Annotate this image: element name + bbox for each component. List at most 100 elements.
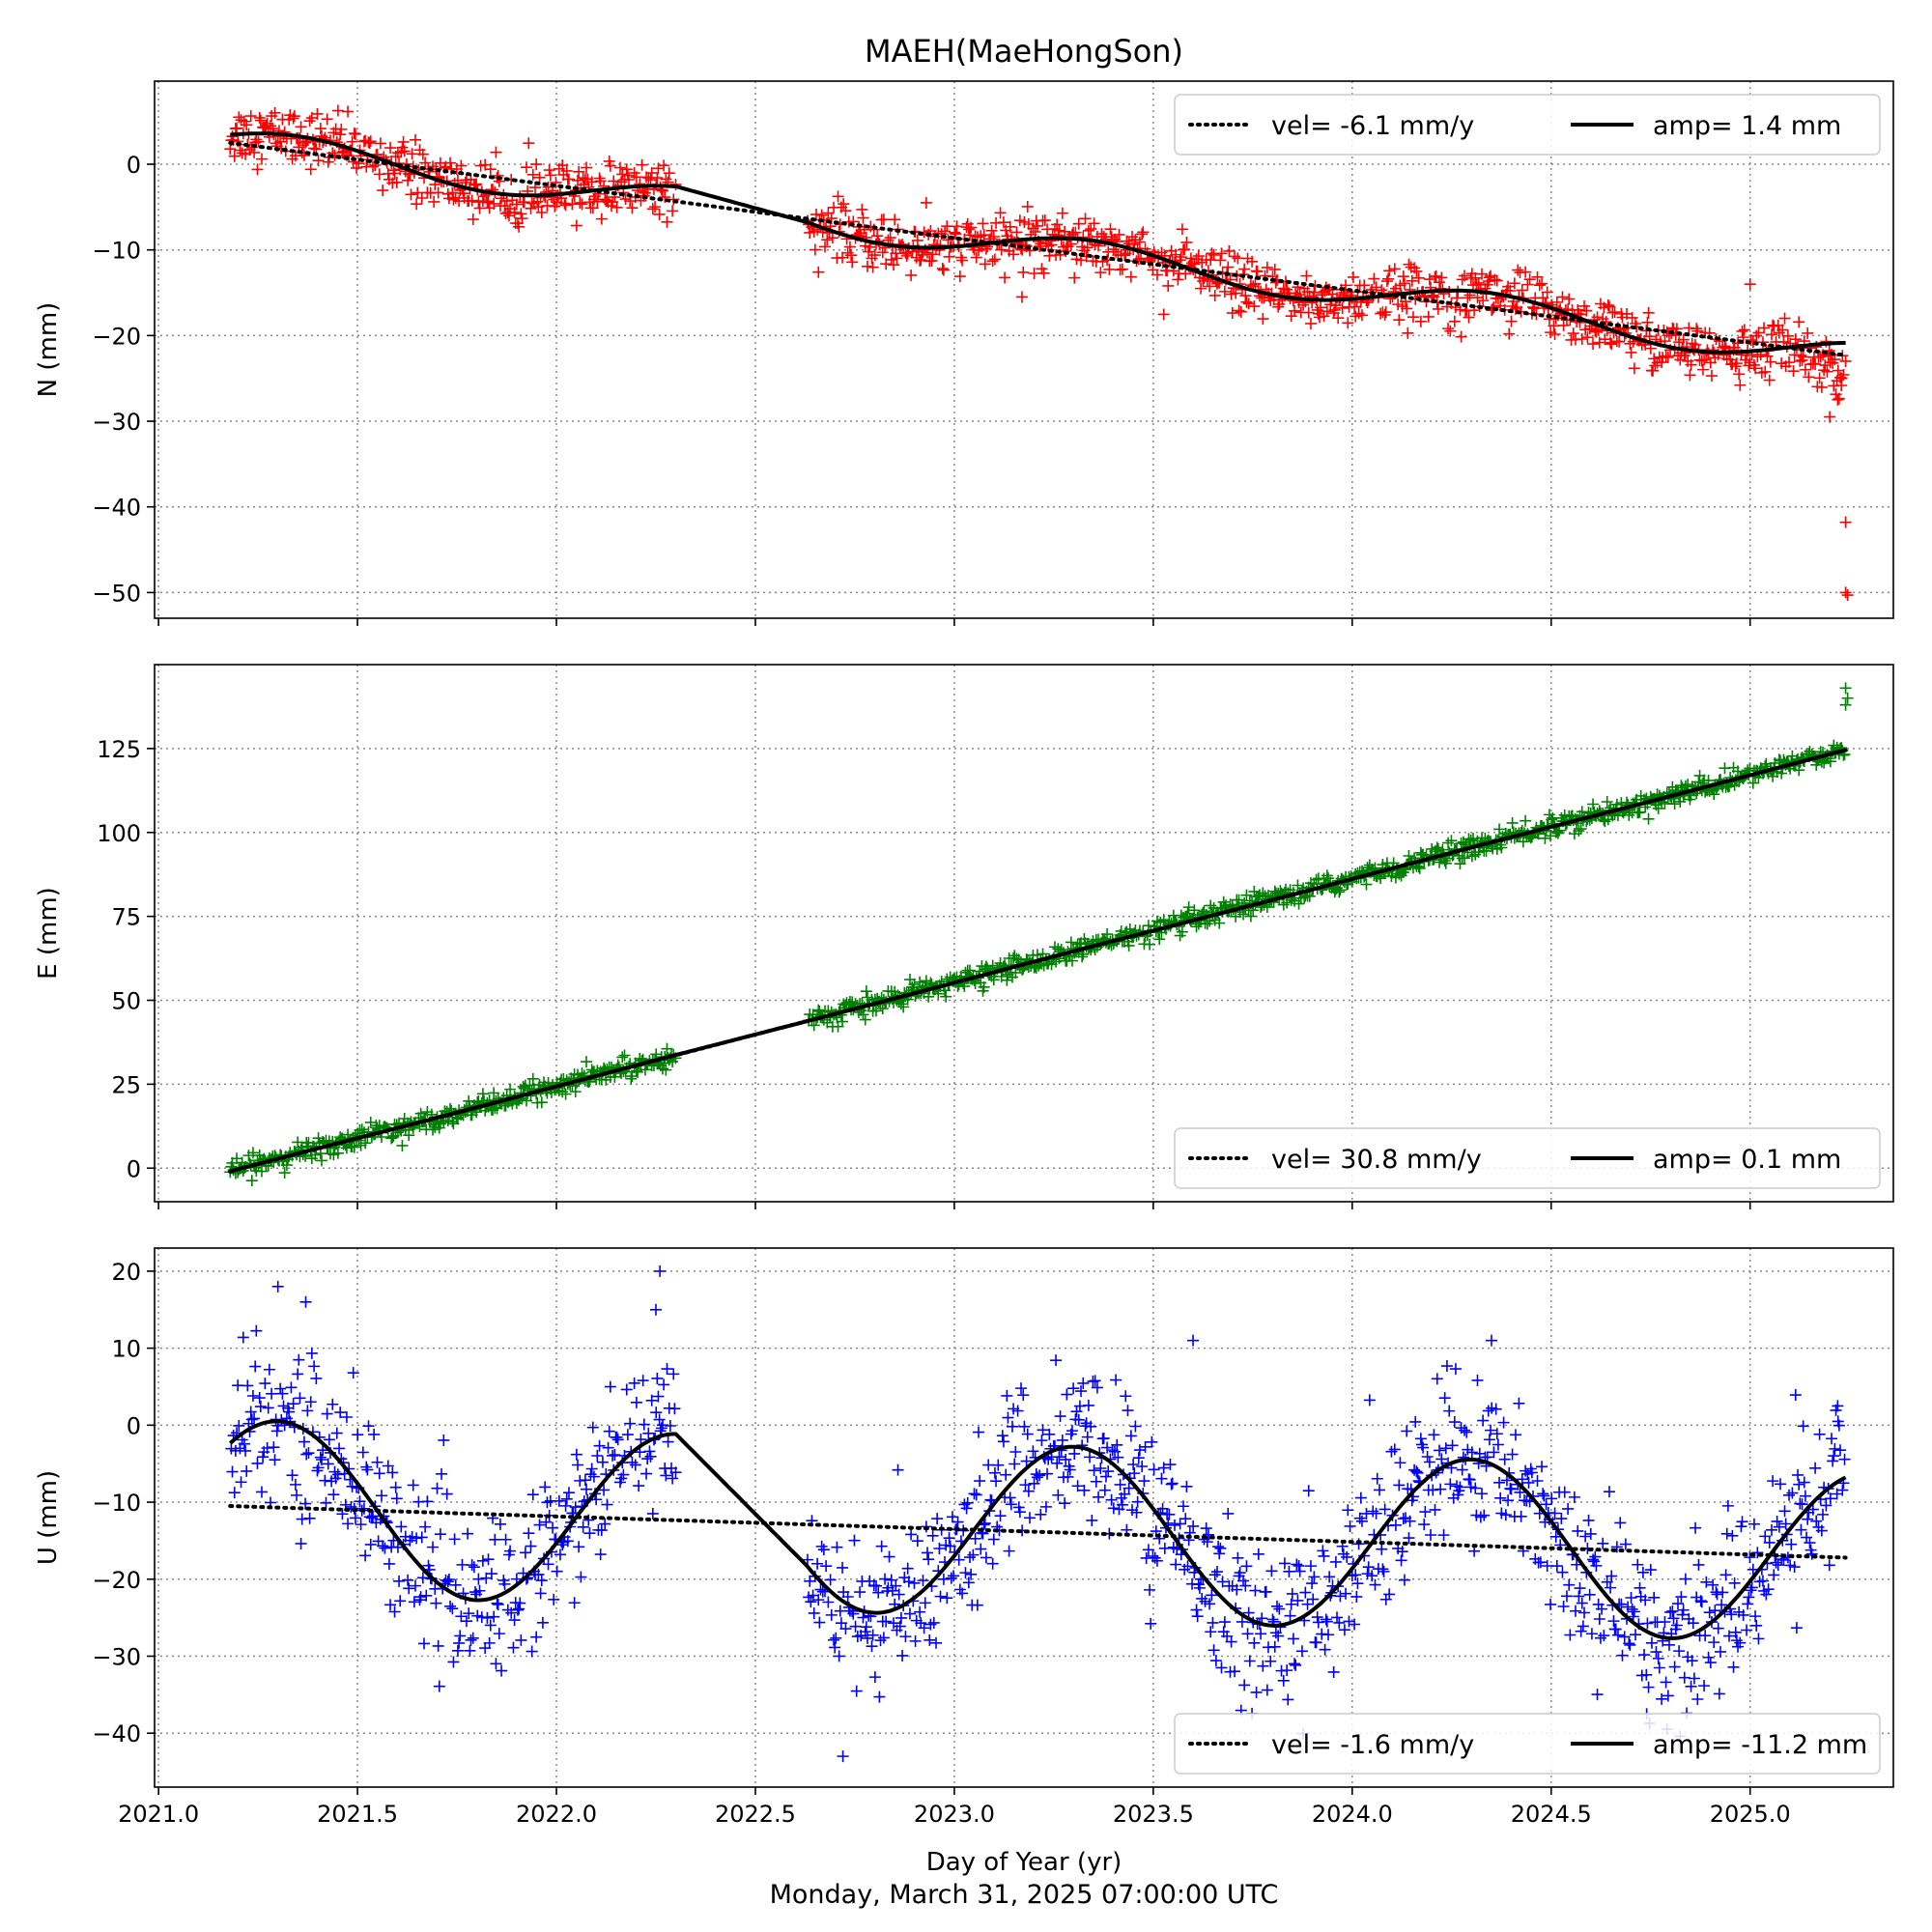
data-point	[1512, 264, 1524, 276]
data-point	[867, 261, 879, 273]
data-point	[331, 104, 344, 117]
data-point	[366, 160, 379, 173]
data-point	[659, 191, 671, 204]
data-point	[911, 234, 923, 246]
data-point	[1729, 360, 1742, 373]
legend-E: vel= 30.8 mm/y amp= 0.1 mm	[1174, 1127, 1881, 1189]
data-point	[444, 156, 457, 169]
data-point	[858, 223, 870, 236]
x-tick-label: 2023.5	[1113, 1801, 1194, 1828]
data-point	[926, 248, 939, 261]
data-point	[1268, 263, 1281, 275]
data-point	[663, 167, 675, 180]
data-point	[411, 198, 423, 211]
data-point	[363, 137, 376, 150]
data-point	[876, 1003, 889, 1014]
seasonal-model-line	[230, 131, 1846, 355]
data-point	[1695, 355, 1708, 367]
data-point	[574, 196, 586, 209]
data-point	[1204, 280, 1216, 293]
data-point	[884, 232, 896, 244]
data-point	[576, 198, 588, 211]
data-point	[1789, 333, 1802, 346]
data-point	[569, 1086, 582, 1098]
data-point	[1349, 300, 1361, 313]
timestamp: Monday, March 31, 2025 07:00:00 UTC	[770, 1880, 1279, 1910]
data-point	[264, 120, 276, 132]
panel-north: 0 −10 −20 −30 −40 −50 N (mm) vel= -6.1 mm/y amp=…	[34, 80, 1894, 626]
y-tick-label: 20	[111, 1259, 141, 1286]
data-point	[1783, 356, 1796, 369]
data-point	[1550, 296, 1563, 308]
data-point	[1483, 271, 1495, 284]
data-point	[1523, 273, 1536, 286]
data-point	[314, 123, 327, 135]
data-point	[1406, 274, 1418, 287]
data-point	[1799, 363, 1811, 376]
data-point	[950, 228, 962, 241]
data-point	[644, 174, 657, 186]
data-point	[1628, 362, 1640, 375]
data-point	[510, 198, 523, 211]
data-point	[1442, 323, 1455, 335]
data-point	[1647, 364, 1660, 377]
data-point	[543, 164, 555, 177]
data-point	[1232, 252, 1244, 265]
data-point	[997, 216, 1009, 229]
data-point	[416, 148, 429, 160]
data-point	[649, 201, 662, 213]
data-point	[467, 213, 479, 226]
data-point	[570, 219, 582, 232]
data-point	[1684, 369, 1696, 382]
data-point	[573, 165, 585, 178]
y-tick-label: −40	[92, 1720, 141, 1747]
data-point	[1432, 302, 1444, 315]
data-point	[1660, 350, 1672, 362]
data-point	[315, 1154, 327, 1167]
data-point	[1388, 263, 1401, 275]
data-point	[818, 241, 831, 253]
data-point	[1300, 270, 1313, 282]
data-point	[1567, 327, 1579, 340]
data-point	[1380, 275, 1393, 288]
data-point	[940, 990, 952, 1003]
data-point	[1028, 267, 1040, 279]
data-point	[1238, 263, 1251, 275]
data-point	[447, 193, 460, 206]
data-point	[609, 1070, 621, 1083]
data-point	[661, 1042, 673, 1055]
data-point	[231, 122, 243, 134]
data-point	[888, 259, 900, 271]
data-point	[1759, 365, 1772, 378]
data-point	[1508, 277, 1520, 290]
data-point	[667, 205, 679, 217]
data-point	[1370, 281, 1382, 294]
data-point	[1355, 309, 1368, 322]
data-point	[1685, 358, 1697, 371]
data-point	[1072, 217, 1085, 230]
data-point	[1626, 311, 1638, 324]
data-point	[953, 270, 966, 283]
y-axis-label: E (mm)	[34, 887, 63, 980]
data-point	[1393, 314, 1406, 327]
data-point	[385, 1132, 398, 1145]
y-axis-label: N (mm)	[34, 302, 63, 398]
data-point	[1206, 247, 1218, 260]
data-point	[1223, 244, 1236, 257]
data-point	[1104, 223, 1117, 236]
data-point	[1642, 306, 1655, 319]
data-point	[295, 121, 307, 133]
x-tick-label: 2021.5	[317, 1801, 398, 1828]
data-point	[1124, 270, 1137, 283]
data-point	[595, 213, 608, 225]
data-point	[1536, 277, 1548, 290]
data-point	[956, 254, 969, 267]
data-point	[1378, 308, 1391, 321]
data-point	[1410, 265, 1423, 277]
data-point	[508, 206, 521, 218]
data-point	[1017, 266, 1030, 278]
data-point	[246, 1147, 259, 1159]
data-point	[1430, 270, 1442, 282]
data-point	[856, 203, 868, 215]
